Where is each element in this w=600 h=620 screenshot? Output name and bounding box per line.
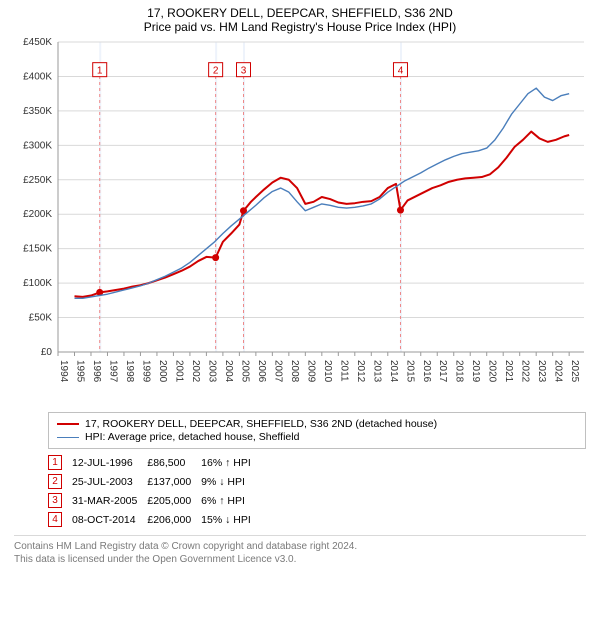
svg-text:2007: 2007 [272,360,283,383]
marker-number-box: 4 [48,512,62,527]
sale-price: £206,000 [147,510,201,529]
sale-delta: 16% ↑ HPI [201,453,261,472]
svg-text:2013: 2013 [371,360,382,383]
svg-text:£250K: £250K [23,175,52,186]
marker-number-box: 1 [48,455,62,470]
svg-text:2000: 2000 [157,360,168,383]
svg-text:2022: 2022 [520,360,531,383]
svg-text:2011: 2011 [338,360,349,382]
sale-marker-row: 3 31-MAR-2005£205,0006% ↑ HPI [48,491,261,510]
sale-date: 08-OCT-2014 [72,510,147,529]
marker-number-box: 3 [48,493,62,508]
legend-swatch [57,437,79,438]
chart-header: 17, ROOKERY DELL, DEEPCAR, SHEFFIELD, S3… [0,0,600,36]
svg-text:2001: 2001 [173,360,184,383]
sale-date: 12-JUL-1996 [72,453,147,472]
sale-date: 25-JUL-2003 [72,472,147,491]
legend-row: HPI: Average price, detached house, Shef… [57,431,577,443]
svg-text:2005: 2005 [239,360,250,383]
svg-text:£450K: £450K [23,37,52,48]
svg-text:2006: 2006 [256,360,267,383]
svg-text:£350K: £350K [23,106,52,117]
svg-text:£50K: £50K [29,313,53,324]
sale-delta: 6% ↑ HPI [201,491,261,510]
svg-text:1: 1 [97,66,103,77]
svg-text:2012: 2012 [355,360,366,383]
svg-text:£400K: £400K [23,71,52,82]
svg-text:1994: 1994 [58,360,69,383]
footer-line2: This data is licensed under the Open Gov… [14,553,586,566]
svg-text:2025: 2025 [569,360,580,383]
sale-price: £205,000 [147,491,201,510]
svg-text:2014: 2014 [388,360,399,383]
svg-text:1996: 1996 [91,360,102,383]
chart-svg: £0 £50K £100K £150K £200K £250K £300K £350K £400… [10,36,590,406]
marker-cell: 3 [48,491,72,510]
svg-text:2019: 2019 [470,360,481,383]
marker-number-box: 2 [48,474,62,489]
marker-cell: 4 [48,510,72,529]
svg-text:2003: 2003 [206,360,217,383]
sale-price: £86,500 [147,453,201,472]
sale-marker-row: 1 12-JUL-1996£86,50016% ↑ HPI [48,453,261,472]
svg-text:2018: 2018 [454,360,465,383]
sale-price: £137,000 [147,472,201,491]
legend-label: 17, ROOKERY DELL, DEEPCAR, SHEFFIELD, S3… [85,418,437,430]
svg-text:2002: 2002 [190,360,201,383]
svg-text:1997: 1997 [107,360,118,383]
svg-text:4: 4 [398,66,404,77]
svg-text:£200K: £200K [23,209,52,220]
chart-title-line1: 17, ROOKERY DELL, DEEPCAR, SHEFFIELD, S3… [0,6,600,20]
svg-text:2009: 2009 [305,360,316,383]
sale-marker-row: 4 08-OCT-2014£206,00015% ↓ HPI [48,510,261,529]
svg-text:2004: 2004 [223,360,234,383]
data-attribution: Contains HM Land Registry data © Crown c… [14,535,586,566]
marker-cell: 1 [48,453,72,472]
legend-swatch [57,423,79,425]
legend-label: HPI: Average price, detached house, Shef… [85,431,299,443]
svg-text:£0: £0 [41,347,53,358]
svg-text:2: 2 [213,66,219,77]
svg-text:2008: 2008 [289,360,300,383]
svg-text:1995: 1995 [74,360,85,383]
svg-text:2015: 2015 [404,360,415,383]
svg-text:2016: 2016 [421,360,432,383]
svg-text:2017: 2017 [437,360,448,383]
svg-text:2010: 2010 [322,360,333,383]
svg-text:2024: 2024 [553,360,564,383]
marker-cell: 2 [48,472,72,491]
price-chart: £0 £50K £100K £150K £200K £250K £300K £350K £400… [10,36,590,406]
chart-title-line2: Price paid vs. HM Land Registry's House … [0,20,600,34]
sales-markers-table: 1 12-JUL-1996£86,50016% ↑ HPI 2 25-JUL-2003… [48,453,261,529]
footer-line1: Contains HM Land Registry data © Crown c… [14,540,586,553]
svg-text:2021: 2021 [503,360,514,383]
svg-text:2023: 2023 [536,360,547,383]
sale-delta: 9% ↓ HPI [201,472,261,491]
svg-text:£150K: £150K [23,244,52,255]
chart-legend: 17, ROOKERY DELL, DEEPCAR, SHEFFIELD, S3… [48,412,586,449]
svg-text:1999: 1999 [140,360,151,383]
sale-date: 31-MAR-2005 [72,491,147,510]
svg-text:2020: 2020 [487,360,498,383]
sale-marker-row: 2 25-JUL-2003£137,0009% ↓ HPI [48,472,261,491]
legend-row: 17, ROOKERY DELL, DEEPCAR, SHEFFIELD, S3… [57,418,577,430]
svg-text:3: 3 [241,66,247,77]
svg-text:£300K: £300K [23,140,52,151]
svg-text:1998: 1998 [124,360,135,383]
svg-text:£100K: £100K [23,278,52,289]
sale-delta: 15% ↓ HPI [201,510,261,529]
